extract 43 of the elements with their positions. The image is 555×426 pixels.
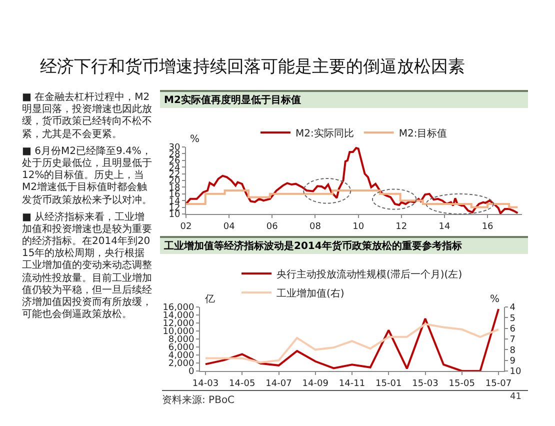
x-tick-label: 15-05: [448, 378, 475, 389]
x-tick-label: 10: [352, 222, 364, 232]
x-tick-label: 12: [396, 222, 408, 232]
text: 41: [510, 392, 522, 402]
y2-axis-title: %: [490, 294, 500, 305]
y2-tick-label: 9: [510, 356, 516, 366]
x-tick-label: 06: [266, 222, 278, 232]
y2-tick-label: 8: [510, 346, 516, 356]
legend-label: 工业增加值(右): [276, 287, 344, 300]
legend-label: M2:目标值: [398, 127, 448, 140]
text: ■ 从经济指标来看，工业增加值和投资增速也是较为重要的经济指标。在2014年到2015年的放松周期，央行根据工业增加值的变动来动态调整流动性投放量。目前工业增加值仍较为平稳，但一旦后续经济增加值因投资而有所放缓，可能也会倒逼政策放松。: [22, 212, 152, 320]
x-tick-label: 15-07: [485, 378, 512, 389]
y-axis-title: 亿: [204, 294, 215, 305]
x-tick-label: 14-11: [338, 378, 366, 389]
text: 经济下行和货币增速持续回落可能是主要的倒逼放松因素: [40, 56, 465, 78]
x-tick-label: 14-09: [302, 378, 329, 389]
y2-tick-label: 4: [510, 303, 516, 314]
x-tick-label: 08: [310, 222, 322, 232]
y-axis-title: %: [190, 134, 200, 145]
y2-tick-label: 5: [510, 314, 516, 324]
x-tick-label: 14: [438, 222, 450, 232]
x-tick-label: 16: [482, 222, 494, 232]
y2-tick-label: 6: [510, 324, 516, 334]
text: ■ 6月份M2已经降至9.4%，处于历史最低位，且明显低于12%的目标值。历史上，当M2增速低于目标值时都会触发货币政策放松来予以对冲。: [22, 146, 152, 207]
y2-tick-label: 10: [510, 367, 522, 378]
x-tick-label: 04: [223, 222, 236, 232]
line-series: [204, 308, 500, 371]
y2-tick-label: 7: [510, 335, 516, 346]
chart-title: M2实际值再度明显低于目标值: [160, 90, 528, 108]
text: 资料来源: PBoC: [162, 395, 235, 406]
x-tick-label: 02: [180, 222, 192, 232]
x-tick-label: 14-05: [229, 378, 256, 389]
x-tick-label: 15-03: [412, 378, 438, 389]
line-series: [204, 323, 500, 364]
text: ■ 在金融去杠杆过程中，M2明显回落，投资增速也因此放缓，货币政策已经转向不松不紧，尤其是不会更紧。: [22, 92, 152, 141]
x-tick-label: 14-07: [266, 378, 292, 389]
x-tick-label: 15-01: [376, 378, 402, 389]
chart-title: 工业增加值等经济指标波动是2014年货币政策放松的重要参考指标: [160, 236, 528, 254]
y-tick-label: 0: [188, 367, 194, 378]
legend-label: M2:实际同比: [296, 127, 354, 140]
legend-label: 央行主动投放流动性规模(滞后一个月)(左): [276, 268, 462, 280]
x-tick-label: 14-03: [192, 378, 219, 389]
line-series: [186, 147, 519, 214]
